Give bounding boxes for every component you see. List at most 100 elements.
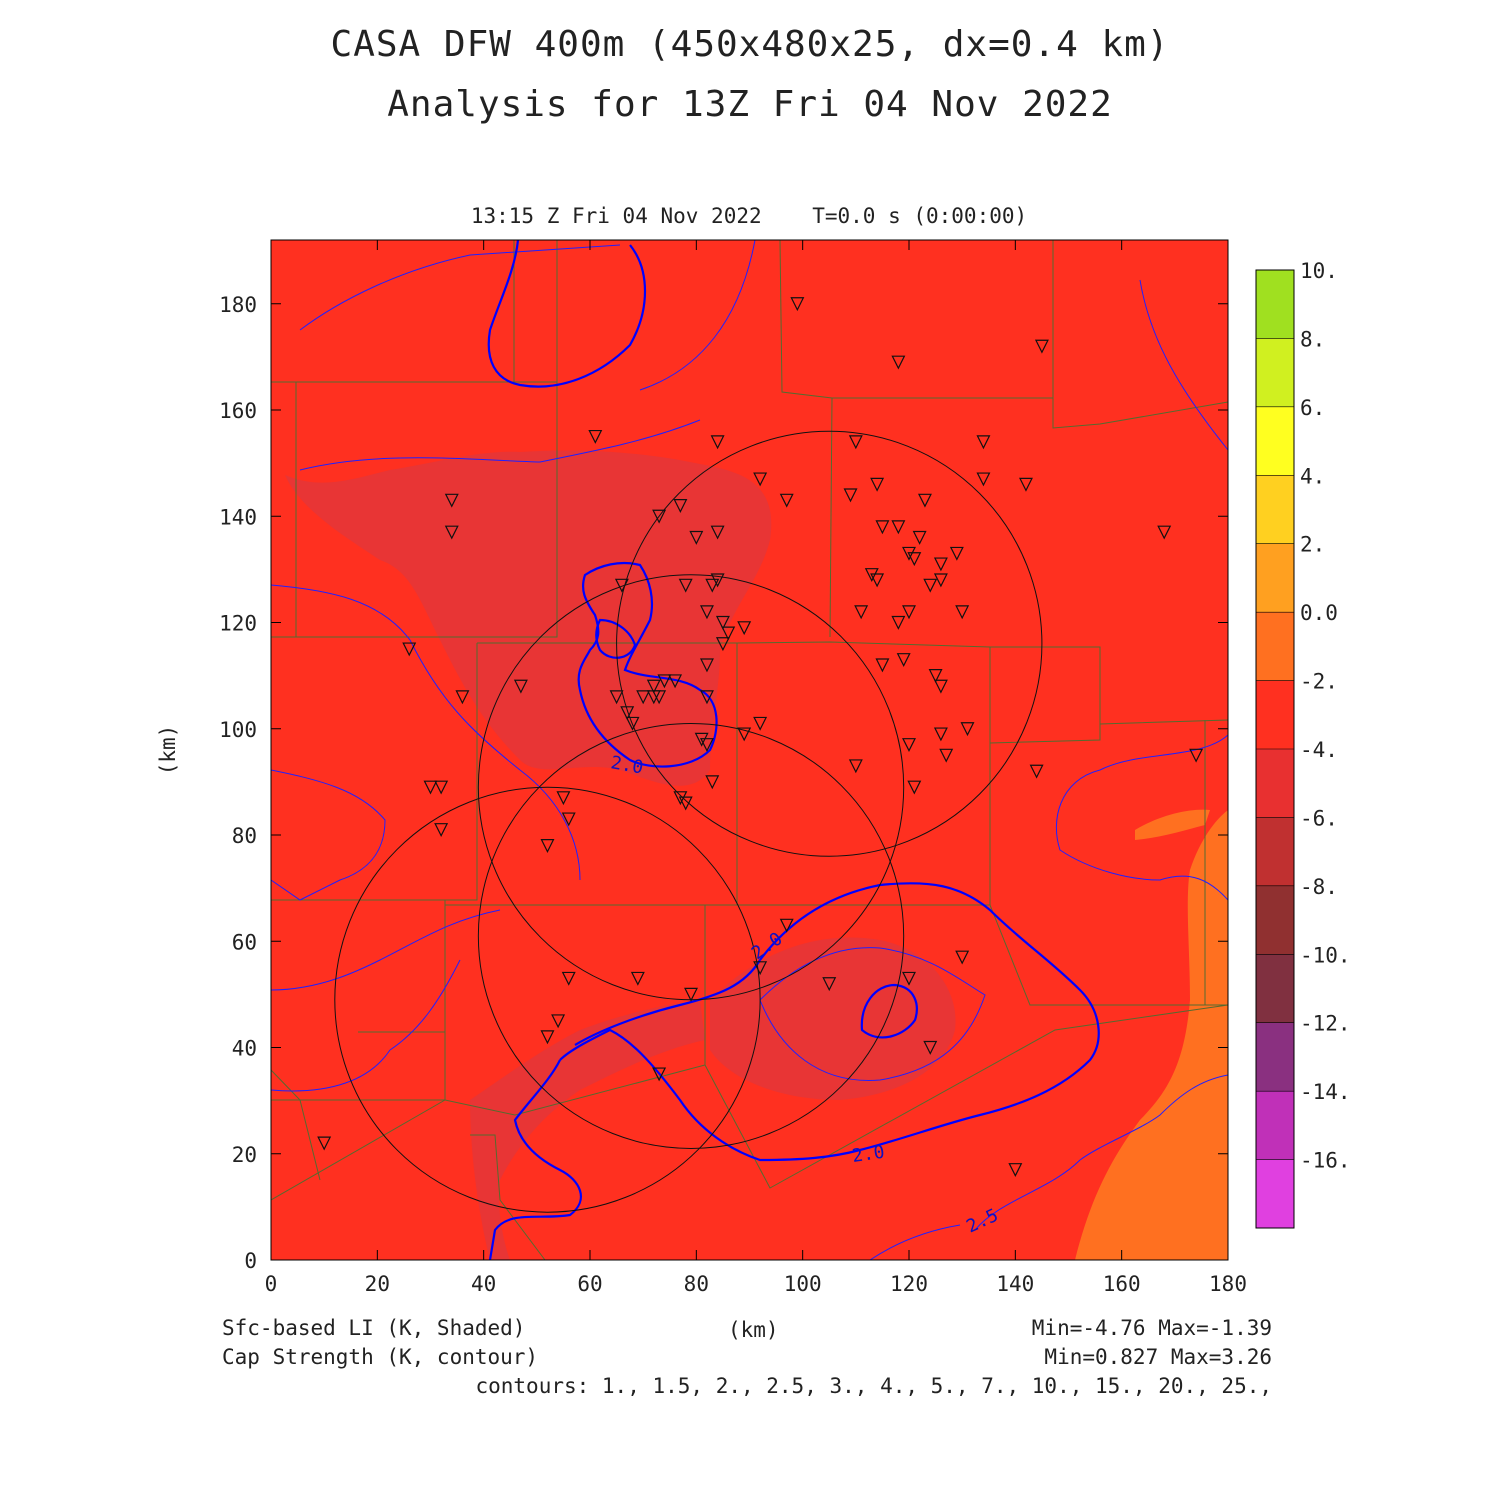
x-axis-label: (km) xyxy=(728,1318,779,1342)
x-tick-label: 180 xyxy=(1209,1272,1247,1296)
colorbar-label: 2. xyxy=(1300,533,1325,557)
station-marker-icon xyxy=(678,578,693,593)
station-marker-icon xyxy=(705,578,720,593)
colorbar-swatch xyxy=(1256,543,1294,613)
colorbar-label: 10. xyxy=(1300,259,1338,283)
station-marker-icon xyxy=(699,658,714,673)
station-marker-icon xyxy=(912,530,927,545)
x-axis-ticks: 0 20 40 60 80 100 120 140 160 180 xyxy=(265,240,1247,1296)
colorbar-swatch xyxy=(1256,817,1294,886)
colorbar-label: -6. xyxy=(1300,806,1338,830)
plot-area: 2.0 2.0 2.0 2.5 xyxy=(271,240,1228,1260)
colorbar-label: -14. xyxy=(1300,1080,1351,1104)
footer-contour-levels: contours: 1., 1.5, 2., 2.5, 3., 4., 5., … xyxy=(475,1374,1272,1398)
colorbar-swatch xyxy=(1256,612,1294,681)
y-tick-label: 120 xyxy=(219,612,257,636)
plot-frame xyxy=(270,239,1229,1261)
station-marker-icon xyxy=(721,626,736,641)
station-marker-icon xyxy=(907,552,922,567)
station-marker-icon xyxy=(614,578,629,593)
li-background-field xyxy=(271,240,1228,1260)
valid-time-label: 13:15 Z Fri 04 Nov 2022 T=0.0 s (0:00:00… xyxy=(470,204,1028,228)
colorbar-label: -12. xyxy=(1300,1012,1351,1036)
station-marker-icon xyxy=(561,971,576,986)
plot-title-line1: CASA DFW 400m (450x480x25, dx=0.4 km) xyxy=(330,24,1170,65)
station-marker-icon xyxy=(933,573,948,588)
station-marker-icon xyxy=(902,546,916,561)
station-marker-icon xyxy=(699,738,714,753)
colorbar-label: -4. xyxy=(1300,738,1338,762)
station-marker-icon xyxy=(715,637,730,652)
station-marker-icon xyxy=(891,615,906,630)
x-tick-label: 40 xyxy=(471,1272,496,1296)
y-tick-label: 180 xyxy=(219,293,257,317)
station-marker-icon xyxy=(636,690,651,705)
contour-label: 2.0 xyxy=(851,1142,886,1167)
station-marker-icon xyxy=(949,546,964,561)
station-marker-icon xyxy=(955,605,970,620)
station-marker-icon xyxy=(1029,764,1044,779)
colorbar-label: 6. xyxy=(1300,396,1325,420)
colorbar-label: 8. xyxy=(1300,327,1325,351)
radar-ring xyxy=(477,722,905,1149)
station-marker-icon xyxy=(891,520,906,535)
footer-shaded-minmax: Min=-4.76 Max=-1.39 xyxy=(1031,1316,1272,1340)
station-marker-icon xyxy=(444,525,459,540)
y-tick-label: 100 xyxy=(219,718,257,742)
station-marker-icon xyxy=(843,488,858,503)
x-tick-label: 0 xyxy=(265,1272,278,1296)
colorbar-swatch xyxy=(1256,1091,1294,1160)
station-marker-icon xyxy=(652,690,667,705)
station-marker-icon xyxy=(822,977,837,992)
li-minus4-region xyxy=(285,450,772,786)
station-marker-icon xyxy=(955,950,970,965)
station-marker-icon xyxy=(928,669,943,683)
y-axis-ticks: 0 20 40 60 80 100 120 140 160 180 xyxy=(219,293,1228,1273)
station-marker-icon xyxy=(402,642,417,657)
station-marker-icon xyxy=(933,679,948,694)
station-marker-icon xyxy=(933,727,948,742)
y-tick-label: 160 xyxy=(219,399,257,423)
station-marker-icon xyxy=(976,472,991,487)
x-tick-label: 160 xyxy=(1103,1272,1141,1296)
station-marker-icon xyxy=(976,435,991,450)
station-marker-icon xyxy=(694,732,709,747)
colorbar-label: -10. xyxy=(1300,943,1351,967)
station-marker-icon xyxy=(513,679,528,694)
station-marker-icon xyxy=(848,759,863,774)
station-marker-icon xyxy=(1189,748,1204,763)
station-marker-icon xyxy=(684,987,698,1002)
y-tick-label: 40 xyxy=(232,1037,257,1061)
station-marker-icon xyxy=(540,839,555,853)
station-marker-icon xyxy=(710,435,725,450)
station-marker-icon xyxy=(896,653,911,668)
station-marker-icon xyxy=(652,1067,667,1082)
colorbar-swatch xyxy=(1256,475,1294,544)
station-marker-icon xyxy=(923,1040,938,1055)
station-marker-icon xyxy=(710,573,725,588)
station-marker-icon xyxy=(875,520,890,535)
station-marker-icon xyxy=(960,722,975,737)
station-marker-icon xyxy=(939,748,954,763)
county-boundaries xyxy=(271,240,1228,1260)
x-tick-label: 100 xyxy=(784,1272,822,1296)
station-marker-icon xyxy=(737,727,752,742)
radar-ring xyxy=(334,786,761,1213)
colorbar-label: 0.0 xyxy=(1300,601,1338,625)
station-marker-icon xyxy=(753,961,768,976)
station-marker-icon xyxy=(907,780,922,795)
station-marker-icon xyxy=(699,690,714,705)
station-marker-icon xyxy=(556,791,571,806)
station-marker-icon xyxy=(1018,477,1033,492)
station-marker-icon xyxy=(854,605,869,620)
cap-strength-contours-2 xyxy=(487,240,1100,1260)
y-tick-label: 80 xyxy=(232,824,257,848)
station-marker-icon xyxy=(423,780,438,795)
colorbar-swatch xyxy=(1256,1022,1294,1092)
station-marker-icon xyxy=(753,472,768,487)
station-marker-icon xyxy=(779,918,794,933)
x-tick-label: 140 xyxy=(996,1272,1034,1296)
station-marker-icon xyxy=(1034,339,1049,354)
footer-contour-field: Cap Strength (K, contour) xyxy=(222,1345,539,1369)
